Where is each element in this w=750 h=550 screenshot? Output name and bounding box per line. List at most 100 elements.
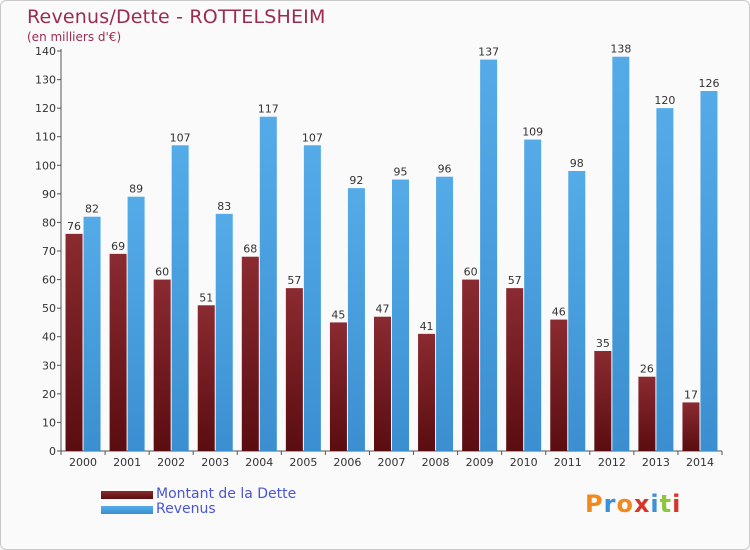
data-label-revenus: 107 [170, 131, 191, 144]
y-tick-label: 0 [49, 445, 56, 458]
x-tick-label: 2011 [554, 456, 582, 469]
data-label-dette: 45 [331, 308, 345, 321]
y-tick-label: 90 [42, 188, 56, 201]
data-label-dette: 69 [111, 240, 125, 253]
bar-dette [506, 288, 524, 451]
bar-dette [285, 288, 303, 451]
data-label-dette: 35 [596, 337, 610, 350]
x-tick-label: 2012 [598, 456, 626, 469]
bar-dette [462, 279, 480, 451]
data-label-revenus: 109 [522, 126, 543, 139]
legend-swatch-dette [101, 491, 153, 499]
bar-dette [65, 233, 83, 451]
x-tick-label: 2010 [510, 456, 538, 469]
data-label-revenus: 117 [258, 103, 279, 116]
bar-dette [594, 351, 612, 451]
y-tick-label: 140 [35, 45, 56, 58]
bar-dette [682, 402, 700, 451]
legend-swatch-revenus [101, 506, 153, 514]
x-tick-label: 2009 [466, 456, 494, 469]
data-label-revenus: 126 [698, 77, 719, 90]
data-label-revenus: 138 [610, 43, 631, 56]
data-label-dette: 76 [67, 220, 81, 233]
y-tick-label: 80 [42, 216, 56, 229]
data-label-revenus: 83 [217, 200, 231, 213]
y-tick-label: 110 [35, 131, 56, 144]
bar-revenus [83, 216, 101, 451]
chart-subtitle: (en milliers d'€) [27, 30, 122, 44]
data-label-revenus: 96 [438, 163, 452, 176]
data-label-revenus: 120 [654, 94, 675, 107]
legend-label-revenus: Revenus [156, 501, 216, 517]
data-label-dette: 60 [464, 266, 478, 279]
bar-dette [329, 322, 347, 451]
x-tick-label: 2005 [289, 456, 317, 469]
bar-dette [638, 376, 656, 451]
logo-letter: o [616, 490, 634, 518]
data-label-dette: 60 [155, 266, 169, 279]
data-label-dette: 57 [508, 274, 522, 287]
bar-dette [153, 279, 171, 451]
bar-revenus [700, 91, 718, 451]
bar-revenus [392, 179, 409, 452]
data-label-revenus: 82 [85, 203, 99, 216]
y-tick-label: 20 [42, 388, 56, 401]
bar-dette [197, 305, 215, 451]
y-tick-label: 10 [42, 416, 56, 429]
bar-revenus [568, 171, 586, 451]
data-label-revenus: 107 [302, 131, 323, 144]
data-label-dette: 47 [376, 303, 390, 316]
logo-letter: t [659, 490, 673, 518]
bar-dette [109, 253, 127, 451]
data-label-dette: 41 [420, 320, 434, 333]
bar-revenus [171, 145, 189, 452]
x-tick-label: 2000 [69, 456, 97, 469]
y-tick-label: 30 [42, 359, 56, 372]
y-tick-label: 50 [42, 302, 56, 315]
x-tick-label: 2004 [245, 456, 273, 469]
x-tick-label: 2014 [686, 456, 714, 469]
data-label-revenus: 98 [570, 157, 584, 170]
bar-revenus [436, 176, 454, 451]
bar-revenus [347, 188, 365, 451]
bar-dette [241, 256, 259, 451]
logo-letter: r [603, 490, 617, 518]
logo-letter: P [585, 490, 604, 518]
bar-dette [550, 319, 568, 451]
logo-letter: i [672, 490, 682, 518]
bar-revenus [524, 139, 542, 452]
bar-dette [418, 333, 436, 451]
x-tick-label: 2002 [157, 456, 185, 469]
data-label-dette: 26 [640, 363, 654, 376]
bar-revenus [612, 56, 630, 451]
data-label-dette: 57 [287, 274, 301, 287]
data-label-revenus: 89 [129, 183, 143, 196]
x-tick-label: 2013 [642, 456, 670, 469]
y-tick-label: 100 [35, 159, 56, 172]
data-label-revenus: 95 [394, 166, 408, 179]
bar-revenus [215, 213, 233, 451]
logo-letter: x [633, 490, 651, 518]
data-label-dette: 17 [684, 388, 698, 401]
data-label-revenus: 137 [478, 46, 499, 59]
x-tick-label: 2001 [113, 456, 141, 469]
data-label-dette: 46 [552, 306, 566, 319]
x-tick-label: 2006 [333, 456, 361, 469]
bar-revenus [303, 145, 321, 452]
y-tick-label: 60 [42, 274, 56, 287]
logo-letter: i [650, 490, 660, 518]
y-tick-label: 130 [35, 74, 56, 87]
y-tick-label: 40 [42, 331, 56, 344]
x-tick-label: 2007 [378, 456, 406, 469]
y-tick-label: 70 [42, 245, 56, 258]
legend-label-dette: Montant de la Dette [156, 486, 297, 502]
bar-dette [374, 316, 391, 451]
chart-title: Revenus/Dette - ROTTELSHEIM [27, 6, 326, 28]
data-label-dette: 51 [199, 291, 213, 304]
bar-revenus [259, 116, 277, 451]
x-tick-label: 2008 [422, 456, 450, 469]
data-label-revenus: 92 [349, 174, 363, 187]
bar-revenus [656, 108, 674, 452]
